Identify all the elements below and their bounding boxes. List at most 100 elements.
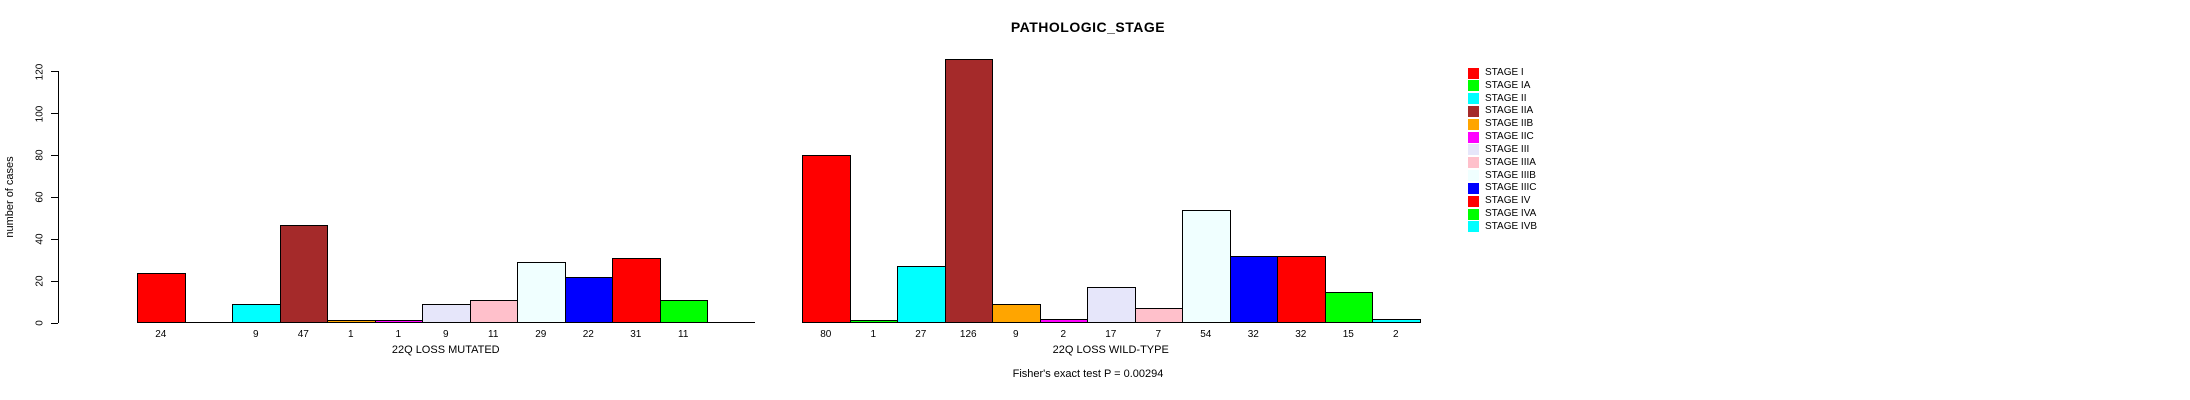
bar-count-label: 80 [820, 329, 832, 340]
bar-count-label: 2 [1060, 329, 1067, 340]
y-tick-value: 120 [34, 63, 46, 81]
legend-item-stage-ii: STAGE II [1468, 93, 1527, 105]
legend-color-swatch [1468, 118, 1479, 130]
y-axis-label: number of cases [4, 156, 16, 238]
legend-color-swatch [1468, 93, 1479, 105]
y-tick-value: 0 [34, 320, 46, 326]
legend-item-stage-iiib: STAGE IIIB [1468, 170, 1536, 182]
legend-color-swatch [1468, 67, 1479, 79]
y-tick-mark [51, 322, 58, 324]
legend-item-stage-iv: STAGE IV [1468, 195, 1530, 207]
bar-stage-iv [1277, 255, 1326, 323]
legend-color-swatch [1468, 80, 1479, 92]
y-tick-value: 100 [34, 105, 46, 122]
bar-count-label: 7 [1155, 329, 1162, 340]
bar-stage-ivb [1372, 318, 1421, 323]
bar-stage-i [137, 272, 186, 323]
bar-count-label: 22 [582, 329, 594, 340]
bar-count-label: 32 [1295, 329, 1307, 340]
bar-count-label: 31 [630, 329, 642, 340]
bar-count-label: 126 [959, 329, 977, 340]
legend-color-swatch [1468, 208, 1479, 220]
bar-count-label: 11 [488, 329, 499, 340]
bar-count-label: 9 [442, 329, 449, 340]
chart-title: PATHOLOGIC_STAGE [1010, 19, 1166, 35]
bar-stage-iic [374, 320, 423, 323]
legend-item-label: STAGE IVB [1485, 220, 1538, 232]
bar-stage-iiic [564, 276, 613, 323]
bar-count-label: 1 [347, 329, 354, 340]
y-tick-value: 20 [34, 275, 46, 287]
legend-item-label: STAGE IV [1485, 195, 1531, 207]
legend-item-stage-iiic: STAGE IIIC [1468, 182, 1537, 194]
bar-count-label: 9 [1012, 329, 1019, 340]
legend-item-label: STAGE IIIC [1485, 182, 1537, 194]
legend-item-label: STAGE IVA [1485, 208, 1537, 220]
legend-color-swatch [1468, 131, 1479, 143]
x-axis-label-wild-type: 22Q LOSS WILD-TYPE [1052, 344, 1169, 356]
bar-stage-iii [1087, 287, 1136, 323]
legend-item-stage-iii: STAGE III [1468, 144, 1529, 156]
bar-stage-iiia [1134, 308, 1183, 323]
y-tick-mark [51, 280, 58, 282]
legend-item-stage-i: STAGE I [1468, 67, 1524, 79]
bar-count-label: 2 [1392, 329, 1399, 340]
legend-item-stage-iva: STAGE IVA [1468, 208, 1536, 220]
bar-count-label: 47 [297, 329, 309, 340]
bar-count-label: 27 [915, 329, 927, 340]
bar-stage-ii [897, 266, 946, 323]
legend-item-stage-ivb: STAGE IVB [1468, 221, 1537, 233]
legend-color-swatch [1468, 105, 1479, 117]
y-tick-mark [51, 154, 58, 156]
bar-count-label: 15 [1342, 329, 1354, 340]
bar-stage-iiib [517, 262, 566, 323]
bar-stage-iiib [1182, 209, 1231, 323]
bar-stage-iii [422, 304, 471, 323]
bar-stage-i [802, 155, 851, 323]
y-tick-mark [51, 113, 58, 115]
bar-stage-iiic [1229, 255, 1278, 323]
legend-item-stage-iib: STAGE IIB [1468, 118, 1533, 130]
legend-color-swatch [1468, 182, 1479, 194]
bar-count-label: 11 [678, 329, 689, 340]
legend-color-swatch [1468, 170, 1479, 182]
bar-stage-iv [612, 258, 661, 323]
y-tick-mark [51, 196, 58, 198]
bar-stage-iic [1039, 318, 1088, 323]
legend-item-label: STAGE IIIB [1485, 169, 1536, 181]
y-tick-value: 60 [34, 191, 46, 203]
bar-count-label: 54 [1200, 329, 1212, 340]
legend-item-label: STAGE IIC [1485, 131, 1534, 143]
y-tick-mark [51, 71, 58, 73]
legend-item-label: STAGE IIIA [1485, 156, 1536, 168]
legend-color-swatch [1468, 195, 1479, 207]
bar-stage-iva [659, 299, 708, 323]
bar-stage-ia [849, 320, 898, 323]
bar-stage-iia [944, 59, 993, 323]
bar-stage-iib [992, 304, 1041, 323]
y-tick-value: 80 [34, 149, 46, 162]
legend-color-swatch [1468, 157, 1479, 169]
legend-item-label: STAGE I [1485, 67, 1524, 78]
bar-stage-iia [279, 224, 328, 323]
bar-stage-iva [1324, 291, 1373, 323]
x-axis-label-mutated: 22Q LOSS MUTATED [391, 344, 500, 356]
legend-item-stage-ia: STAGE IA [1468, 80, 1530, 92]
bar-stage-ii [232, 304, 281, 323]
bar-count-label: 29 [535, 329, 547, 340]
bar-count-label: 24 [155, 329, 167, 340]
legend-item-label: STAGE IA [1485, 79, 1531, 91]
legend-item-label: STAGE II [1485, 92, 1527, 104]
y-tick-mark [51, 238, 58, 240]
y-axis-line [58, 71, 59, 323]
fisher-test-annotation: Fisher's exact test P = 0.00294 [1012, 368, 1164, 380]
legend-color-swatch [1468, 144, 1479, 156]
bar-count-label: 1 [870, 329, 877, 340]
bar-count-label: 9 [252, 329, 259, 340]
y-tick-value: 40 [34, 233, 46, 245]
legend-color-swatch [1468, 221, 1479, 233]
legend-item-stage-iic: STAGE IIC [1468, 131, 1534, 143]
bar-count-label: 17 [1105, 329, 1117, 340]
legend-item-label: STAGE IIA [1485, 105, 1534, 117]
